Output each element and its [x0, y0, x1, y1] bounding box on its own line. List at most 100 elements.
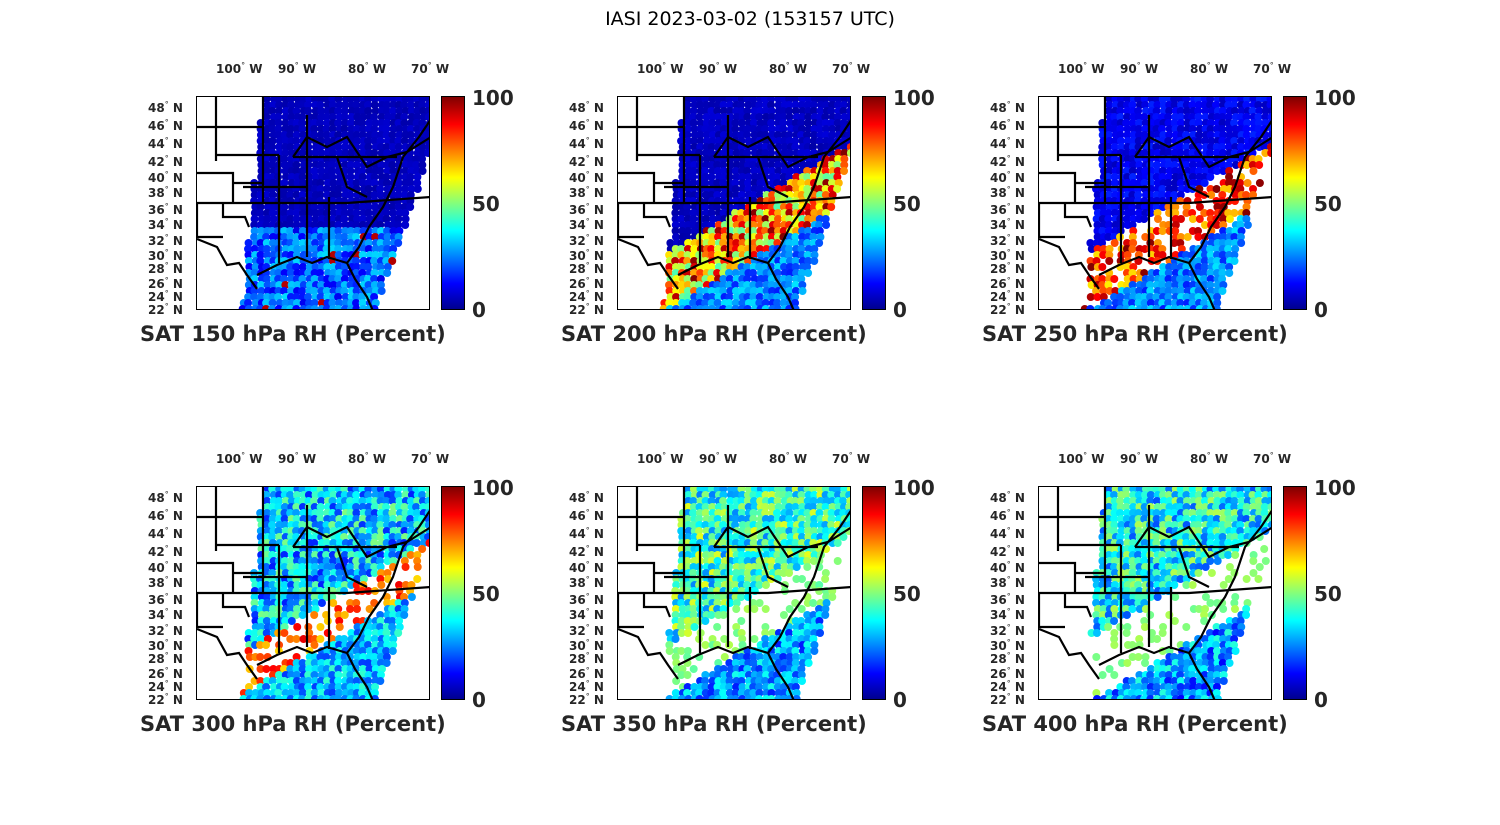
rh-observation — [286, 605, 295, 613]
rh-observation — [1129, 227, 1138, 235]
map-panel: 100° W 90° W 80° W 70° W 48° N 46° N 44° N 42° … — [982, 450, 1356, 750]
rh-observation — [797, 149, 806, 157]
rh-observation — [1110, 617, 1119, 625]
rh-observation — [263, 281, 272, 289]
rh-observation — [346, 209, 355, 217]
rh-observation — [701, 503, 710, 511]
rh-observation — [262, 113, 271, 121]
rh-observation — [1213, 539, 1222, 547]
rh-observation — [845, 491, 850, 499]
rh-observation — [1098, 239, 1107, 247]
rh-observation — [707, 593, 716, 601]
rh-observation — [299, 635, 308, 643]
rh-observation — [725, 305, 734, 309]
rh-observation — [406, 515, 415, 523]
rh-observation — [744, 185, 753, 193]
rh-observation — [1141, 605, 1150, 613]
rh-observation — [262, 305, 271, 309]
rh-observation — [702, 113, 711, 121]
rh-observation — [1158, 251, 1167, 259]
rh-observation — [286, 227, 295, 235]
rh-observation — [299, 281, 308, 289]
rh-observation — [280, 551, 289, 559]
rh-observation — [1092, 593, 1101, 601]
rh-observation — [310, 185, 319, 193]
rh-observation — [792, 227, 801, 235]
rh-observation — [828, 97, 837, 103]
rh-observation — [280, 521, 289, 529]
colorbar — [441, 486, 465, 700]
rh-observation — [1123, 497, 1132, 505]
rh-observation — [1219, 515, 1228, 523]
rh-observation — [701, 683, 710, 691]
rh-observation — [1158, 227, 1167, 235]
rh-observation — [286, 191, 295, 199]
rh-observation — [761, 215, 770, 223]
rh-observation — [1212, 149, 1221, 157]
rh-observation — [750, 131, 759, 139]
rh-observation — [750, 179, 759, 187]
rh-observation — [292, 653, 301, 661]
rh-observation — [1266, 101, 1271, 109]
rh-observation — [425, 539, 429, 547]
rh-observation — [1237, 533, 1246, 541]
rh-observation — [774, 227, 783, 235]
rh-observation — [791, 677, 800, 685]
rh-observation — [401, 491, 410, 499]
rh-observation — [665, 263, 674, 271]
rh-observation — [690, 227, 699, 235]
rh-observation — [791, 263, 800, 271]
rh-observation — [1195, 305, 1204, 309]
rh-observation — [1249, 131, 1258, 139]
rh-observation — [263, 635, 272, 643]
rh-observation — [702, 155, 711, 163]
rh-observation — [256, 683, 265, 691]
rh-observation — [767, 563, 776, 571]
rh-observation — [1146, 593, 1155, 601]
rh-observation — [779, 227, 788, 235]
rh-observation — [1254, 101, 1263, 109]
rh-observation — [268, 521, 277, 529]
rh-observation — [743, 491, 752, 499]
rh-observation — [701, 593, 710, 601]
rh-observation — [1170, 551, 1179, 559]
rh-observation — [833, 101, 842, 109]
rh-observation — [1122, 491, 1131, 499]
rh-observation — [761, 221, 770, 229]
rh-observation — [689, 611, 698, 619]
rh-observation — [1128, 305, 1137, 309]
rh-observation — [280, 509, 289, 517]
rh-observation — [1206, 509, 1215, 517]
rh-observation — [1182, 161, 1191, 169]
rh-observation — [299, 179, 308, 187]
rh-observation — [1236, 221, 1245, 229]
rh-observation — [1242, 611, 1251, 619]
rh-observation — [298, 569, 307, 577]
lat-tick-label: 30° N — [990, 638, 1025, 653]
rh-observation — [1128, 269, 1137, 277]
rh-observation — [358, 527, 367, 535]
colorbar-tick-label: 0 — [893, 688, 907, 712]
rh-observation — [304, 101, 313, 109]
rh-observation — [749, 599, 758, 607]
rh-observation — [281, 107, 290, 115]
rh-observation — [268, 161, 277, 169]
rh-observation — [671, 227, 680, 235]
rh-observation — [1165, 497, 1174, 505]
rh-observation — [383, 245, 392, 253]
rh-observation — [1176, 143, 1185, 151]
rh-observation — [263, 287, 272, 295]
rh-observation — [383, 599, 392, 607]
rh-observation — [797, 119, 806, 127]
rh-observation — [1110, 179, 1119, 187]
rh-observation — [310, 503, 319, 511]
rh-observation — [1122, 487, 1131, 493]
lat-tick-label: 34° N — [569, 217, 604, 232]
rh-observation — [768, 521, 777, 529]
rh-observation — [1135, 161, 1144, 169]
rh-observation — [1153, 593, 1162, 601]
rh-observation — [400, 611, 409, 619]
rh-observation — [773, 305, 782, 309]
colorbar-tick-label: 100 — [893, 476, 935, 500]
rh-observation — [1128, 545, 1137, 553]
